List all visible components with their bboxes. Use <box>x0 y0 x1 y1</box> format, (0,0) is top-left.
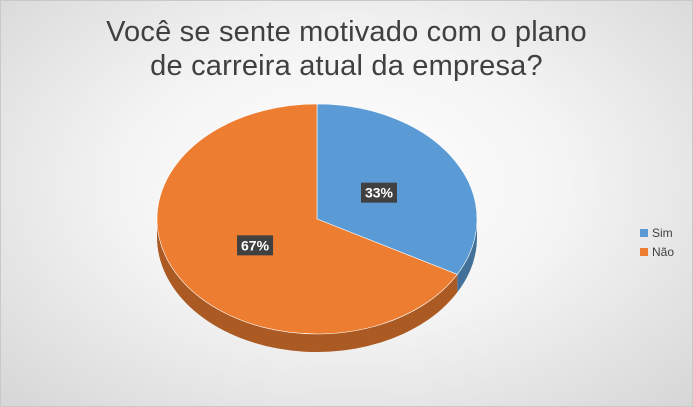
legend: Sim Não <box>640 223 674 261</box>
legend-swatch-sim <box>640 228 648 237</box>
chart-title-line-2: de carreira atual da empresa? <box>150 50 543 82</box>
pie-side-1 <box>157 219 458 352</box>
data-label-box-0 <box>360 182 397 203</box>
legend-swatch-nao <box>640 247 648 256</box>
legend-item-sim: Sim <box>640 223 674 242</box>
pie-slice-sim <box>316 103 478 275</box>
data-label-0: 33% <box>360 182 397 203</box>
data-label-text-0: 33% <box>365 185 394 201</box>
data-label-text-1: 67% <box>241 237 270 253</box>
chart-title: Você se sente motivado com o plano de ca… <box>1 15 692 83</box>
legend-item-nao: Não <box>640 242 674 261</box>
legend-label-sim: Sim <box>652 225 673 240</box>
chart-title-line-1: Você se sente motivado com o plano <box>106 16 587 48</box>
data-label-box-1 <box>237 235 274 256</box>
data-label-1: 67% <box>237 235 274 256</box>
pie-side-0 <box>457 219 478 293</box>
pie-slice-nao <box>156 103 458 335</box>
legend-label-nao: Não <box>652 244 675 259</box>
